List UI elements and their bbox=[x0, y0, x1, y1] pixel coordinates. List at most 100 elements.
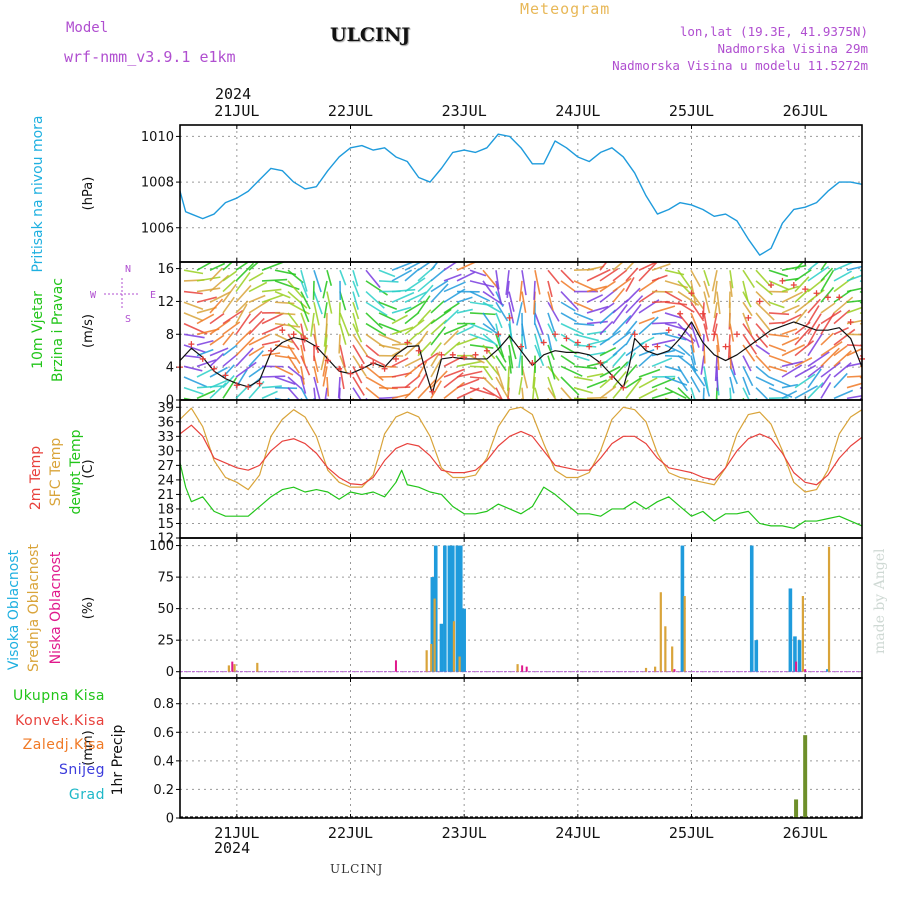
wind-barb bbox=[677, 387, 692, 400]
wind-barb bbox=[560, 376, 580, 396]
wind-barb bbox=[417, 262, 432, 271]
wind-barb bbox=[417, 279, 433, 293]
gust-point bbox=[358, 364, 365, 371]
wind-barb bbox=[516, 302, 523, 326]
wind-barb bbox=[755, 344, 771, 356]
wind-barb bbox=[531, 376, 536, 400]
wind-barb bbox=[196, 313, 215, 325]
wind-barb bbox=[677, 376, 689, 392]
wind-barb bbox=[833, 389, 854, 400]
cloud-bar bbox=[644, 667, 648, 672]
wind-barb bbox=[768, 312, 790, 316]
gust-point bbox=[790, 282, 797, 288]
wind-barb bbox=[846, 306, 862, 314]
gust-point bbox=[370, 360, 377, 367]
wind-barb bbox=[638, 388, 658, 400]
cloud-bar bbox=[233, 664, 236, 672]
wind-barb bbox=[664, 386, 687, 400]
wind-barb bbox=[820, 373, 832, 389]
wind-barb bbox=[322, 355, 328, 377]
wind-barb bbox=[337, 376, 341, 398]
wind-barb bbox=[713, 302, 718, 319]
wind-barb bbox=[443, 372, 464, 389]
wind-barb bbox=[573, 312, 594, 322]
wind-barb bbox=[690, 355, 697, 373]
wind-barb bbox=[547, 398, 550, 400]
wind-barb bbox=[235, 262, 255, 282]
wind-barb bbox=[534, 323, 544, 344]
cloud-bar bbox=[754, 640, 759, 672]
wind-barb bbox=[612, 343, 627, 357]
wind-barb bbox=[209, 267, 223, 282]
wind-barb bbox=[612, 262, 625, 271]
xtick-label-top: 22JUL bbox=[328, 102, 373, 120]
meteogram-overlay: 21JUL 21JUL 22JUL 22JUL 23JUL 23JUL 24JUL 24JUL… bbox=[6, 102, 865, 842]
gust-point bbox=[336, 365, 343, 372]
wind-barb bbox=[755, 333, 769, 349]
wind-barb bbox=[456, 336, 479, 346]
wind-barb bbox=[781, 383, 799, 389]
wind-barb bbox=[287, 355, 300, 374]
wind-barb bbox=[833, 296, 854, 314]
wind-barb bbox=[391, 326, 414, 336]
gust-point bbox=[768, 282, 775, 288]
wind-barb bbox=[196, 287, 221, 293]
wind-barb bbox=[430, 380, 442, 399]
wind-barb bbox=[482, 376, 497, 390]
wind-barb bbox=[456, 370, 483, 378]
wind-barb bbox=[469, 290, 491, 302]
wind-barb bbox=[469, 280, 495, 288]
wind-barb bbox=[196, 262, 214, 271]
wind-barb bbox=[352, 280, 360, 298]
meteogram-panels: 100610081010(hPa)0481216(m/s)12151821242… bbox=[81, 125, 862, 827]
wind-barb bbox=[300, 366, 305, 385]
wind-barb bbox=[222, 262, 234, 271]
wind-barb bbox=[222, 270, 238, 282]
model-label: Model bbox=[66, 20, 109, 36]
ytick-label: 1008 bbox=[141, 176, 174, 191]
precip-legend-item: Ukupna Kisa bbox=[13, 688, 105, 704]
wind-barb bbox=[677, 301, 695, 313]
wind-barb bbox=[599, 320, 614, 335]
cloud-bar bbox=[452, 621, 456, 672]
wind-barb bbox=[677, 269, 693, 291]
wind-barb bbox=[222, 377, 237, 399]
gust-point bbox=[745, 314, 752, 321]
wind-barb bbox=[338, 334, 341, 354]
wind-barb bbox=[560, 301, 576, 312]
cloud-bar bbox=[659, 592, 662, 672]
wind-barbs bbox=[183, 262, 862, 400]
wind-barb bbox=[820, 347, 840, 367]
wind-barb bbox=[612, 304, 628, 325]
cloud-bar bbox=[795, 661, 798, 672]
wind-barb bbox=[729, 270, 734, 289]
wind-barb bbox=[729, 387, 732, 400]
wind-barb bbox=[716, 291, 721, 315]
pressure-panel: 1006 1008 1010 (hPa) bbox=[81, 125, 862, 262]
wind-barb bbox=[404, 374, 421, 389]
wind-barb bbox=[625, 320, 638, 335]
wind-barb bbox=[313, 269, 322, 293]
wind-barb bbox=[235, 361, 257, 378]
dewpt-axis-title: dewpt Temp bbox=[68, 429, 84, 514]
wind-barb bbox=[404, 291, 427, 303]
wind-barb bbox=[287, 312, 299, 327]
wind-barb bbox=[417, 373, 427, 389]
gust-point bbox=[586, 343, 593, 350]
cloud-bar bbox=[231, 661, 234, 672]
wind-barb bbox=[287, 333, 300, 351]
wind-barb bbox=[859, 269, 862, 272]
wind-barb bbox=[781, 313, 802, 325]
wind-barb bbox=[638, 348, 655, 357]
wind-barb bbox=[287, 301, 310, 315]
xtick-label-top: 26JUL bbox=[783, 102, 828, 120]
wind-barb bbox=[352, 387, 362, 400]
xtick-label-bottom: 23JUL bbox=[442, 824, 487, 842]
wind-barb bbox=[599, 329, 622, 346]
wind-barb bbox=[235, 284, 252, 303]
wind-barb bbox=[807, 313, 822, 335]
wind-barb bbox=[573, 333, 599, 342]
wind-barb bbox=[287, 280, 304, 299]
wind-barb bbox=[713, 280, 718, 304]
wind-barb bbox=[443, 302, 460, 314]
